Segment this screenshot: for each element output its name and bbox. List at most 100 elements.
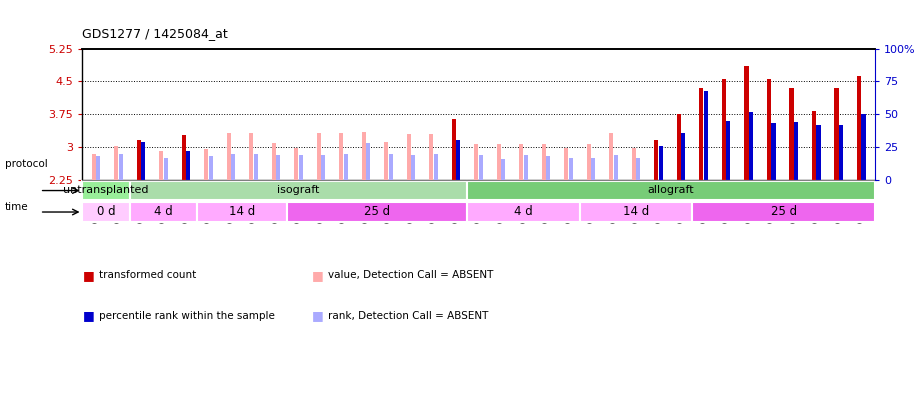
- Bar: [524, 155, 528, 180]
- Bar: [322, 155, 325, 180]
- Text: GDS1277 / 1425084_at: GDS1277 / 1425084_at: [82, 28, 228, 40]
- Bar: [771, 124, 776, 180]
- Bar: [456, 141, 461, 180]
- Bar: [407, 134, 411, 180]
- Bar: [197, 202, 288, 222]
- Text: time: time: [5, 202, 28, 212]
- Bar: [130, 181, 467, 200]
- Bar: [92, 153, 95, 180]
- Text: 25 d: 25 d: [365, 205, 390, 218]
- Bar: [136, 140, 141, 180]
- Bar: [159, 151, 163, 180]
- Bar: [682, 132, 685, 180]
- Text: 4 d: 4 d: [514, 205, 533, 218]
- Bar: [542, 144, 546, 180]
- Bar: [592, 158, 595, 180]
- Bar: [339, 134, 344, 180]
- Bar: [677, 114, 681, 180]
- Bar: [722, 79, 726, 180]
- Bar: [609, 134, 614, 180]
- Bar: [362, 132, 365, 180]
- Bar: [430, 134, 433, 180]
- Bar: [434, 153, 438, 180]
- Text: untransplanted: untransplanted: [63, 185, 148, 195]
- Bar: [501, 159, 506, 180]
- Bar: [467, 202, 580, 222]
- Bar: [186, 151, 191, 180]
- Bar: [692, 202, 875, 222]
- Bar: [317, 134, 321, 180]
- Bar: [794, 122, 798, 180]
- Bar: [231, 153, 235, 180]
- Bar: [130, 202, 197, 222]
- Bar: [209, 156, 213, 180]
- Bar: [812, 111, 816, 180]
- Text: value, Detection Call = ABSENT: value, Detection Call = ABSENT: [328, 271, 494, 280]
- Bar: [299, 155, 303, 180]
- Bar: [119, 153, 123, 180]
- Text: 14 d: 14 d: [229, 205, 256, 218]
- Bar: [862, 114, 866, 180]
- Bar: [790, 88, 793, 180]
- Bar: [467, 181, 875, 200]
- Bar: [700, 88, 703, 180]
- Bar: [411, 155, 415, 180]
- Bar: [452, 119, 456, 180]
- Text: ■: ■: [82, 269, 94, 282]
- Bar: [141, 142, 146, 180]
- Text: ■: ■: [82, 309, 94, 322]
- Bar: [632, 148, 636, 180]
- Bar: [519, 144, 523, 180]
- Text: isograft: isograft: [278, 185, 320, 195]
- Bar: [703, 91, 708, 180]
- Text: 25 d: 25 d: [770, 205, 797, 218]
- Bar: [254, 153, 257, 180]
- Bar: [637, 158, 640, 180]
- Bar: [388, 153, 393, 180]
- Bar: [96, 156, 100, 180]
- Bar: [385, 142, 388, 180]
- Text: transformed count: transformed count: [99, 271, 196, 280]
- Bar: [546, 156, 551, 180]
- Bar: [366, 143, 370, 180]
- Bar: [767, 79, 771, 180]
- Bar: [745, 66, 748, 180]
- Text: ■: ■: [311, 269, 323, 282]
- Text: 0 d: 0 d: [97, 205, 115, 218]
- Text: protocol: protocol: [5, 159, 48, 169]
- Bar: [82, 202, 130, 222]
- Bar: [227, 134, 231, 180]
- Text: 4 d: 4 d: [154, 205, 173, 218]
- Bar: [344, 153, 348, 180]
- Bar: [479, 155, 483, 180]
- Bar: [204, 149, 208, 180]
- Bar: [614, 155, 618, 180]
- Bar: [569, 158, 572, 180]
- Bar: [726, 121, 730, 180]
- Bar: [277, 155, 280, 180]
- Bar: [272, 143, 276, 180]
- Bar: [580, 202, 692, 222]
- Bar: [816, 125, 821, 180]
- Text: 14 d: 14 d: [623, 205, 649, 218]
- Bar: [164, 158, 168, 180]
- Bar: [474, 143, 478, 180]
- Bar: [114, 146, 118, 180]
- Bar: [496, 144, 501, 180]
- Bar: [839, 125, 843, 180]
- Text: allograft: allograft: [648, 185, 694, 195]
- Bar: [857, 76, 861, 180]
- Bar: [249, 133, 254, 180]
- Text: percentile rank within the sample: percentile rank within the sample: [99, 311, 275, 321]
- Bar: [294, 148, 299, 180]
- Bar: [659, 146, 663, 180]
- Bar: [587, 144, 591, 180]
- Bar: [288, 202, 467, 222]
- Bar: [82, 181, 130, 200]
- Bar: [749, 112, 753, 180]
- Bar: [181, 135, 186, 180]
- Bar: [564, 148, 569, 180]
- Bar: [654, 141, 659, 180]
- Text: ■: ■: [311, 309, 323, 322]
- Text: rank, Detection Call = ABSENT: rank, Detection Call = ABSENT: [328, 311, 488, 321]
